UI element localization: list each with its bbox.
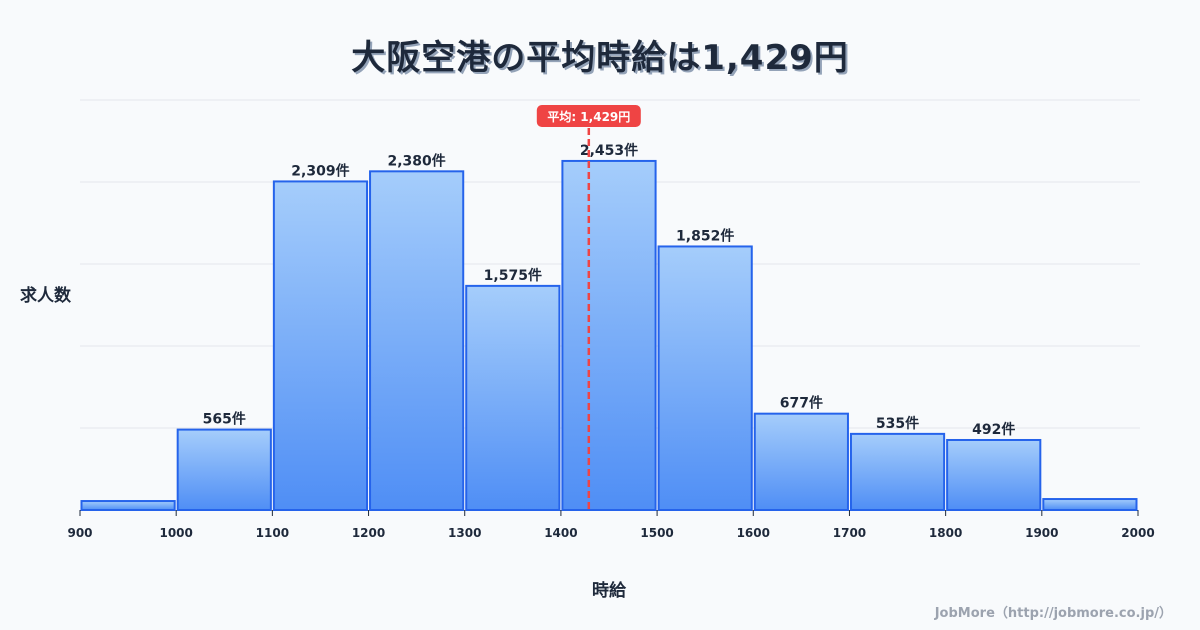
x-tick-label: 1700 bbox=[833, 526, 866, 540]
histogram-bar bbox=[946, 438, 1042, 511]
bar-value-label: 677件 bbox=[780, 395, 823, 412]
mean-badge bbox=[536, 105, 641, 127]
histogram-bar bbox=[1042, 498, 1138, 512]
bar-value-label: 492件 bbox=[972, 421, 1015, 438]
x-tick-label: 1200 bbox=[352, 526, 385, 540]
bar-value-label: 535件 bbox=[876, 415, 919, 432]
mean-marker: 平均: 1,429円 bbox=[536, 105, 641, 510]
x-tick-label: 1900 bbox=[1025, 526, 1058, 540]
bar-value-label: 2,380件 bbox=[387, 152, 445, 169]
histogram-bar bbox=[80, 500, 176, 511]
x-tick-label: 1000 bbox=[159, 526, 192, 540]
x-tick-label: 2000 bbox=[1121, 526, 1154, 540]
histogram-bar bbox=[561, 159, 657, 511]
x-tick-label: 1600 bbox=[737, 526, 770, 540]
credit-text: JobMore（http://jobmore.co.jp/） bbox=[934, 606, 1172, 621]
y-axis-label: 求人数 bbox=[20, 286, 71, 306]
histogram-bar bbox=[753, 412, 849, 511]
x-axis-label: 時給 bbox=[592, 581, 626, 601]
bar-value-label: 2,453件 bbox=[580, 142, 638, 159]
bar-value-label: 2,309件 bbox=[291, 162, 349, 179]
histogram-bar bbox=[657, 245, 753, 512]
x-tick-label: 1500 bbox=[640, 526, 673, 540]
x-tick-label: 1100 bbox=[256, 526, 289, 540]
histogram-bar bbox=[176, 428, 272, 511]
bar-value-label: 565件 bbox=[203, 411, 246, 428]
x-tick-label: 1400 bbox=[544, 526, 577, 540]
chart-title: 大阪空港の平均時給は1,429円 bbox=[351, 38, 849, 78]
x-tick-label: 900 bbox=[67, 526, 92, 540]
histogram-bar bbox=[849, 432, 946, 512]
x-axis-ticks: 900 1000 1100 1200 1300 1400 1500 1600 1700 1800 1… bbox=[67, 510, 1155, 540]
histogram-bar bbox=[272, 180, 369, 512]
bar-value-label: 1,575件 bbox=[484, 267, 542, 284]
histogram-bar bbox=[369, 170, 465, 512]
bars: 565件 2,309件 2,380件 1,575件 2,453件 1,852件 677件 53… bbox=[80, 142, 1138, 512]
x-tick-label: 1800 bbox=[929, 526, 962, 540]
bar-value-label: 1,852件 bbox=[676, 227, 734, 244]
x-tick-label: 1300 bbox=[448, 526, 481, 540]
mean-badge-label: 平均: 1,429円 bbox=[547, 109, 630, 124]
histogram-bar bbox=[465, 284, 561, 511]
